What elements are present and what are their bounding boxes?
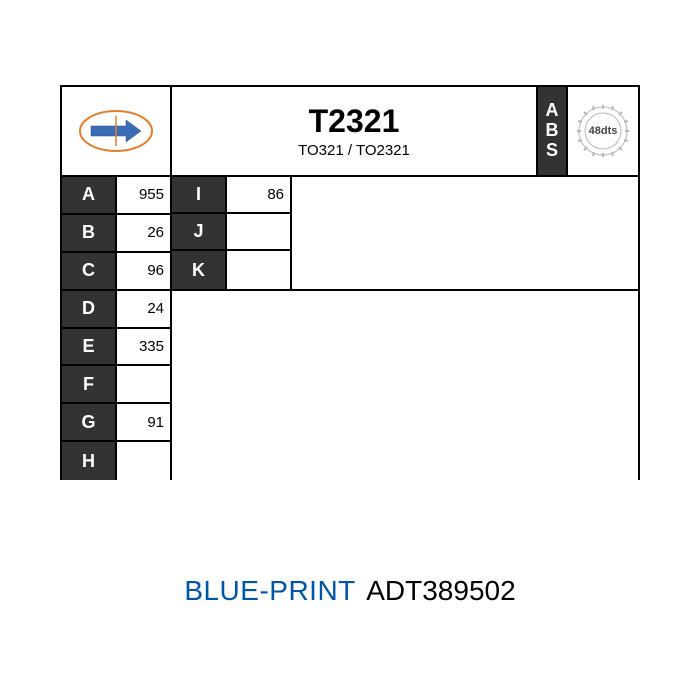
- spec-values-left: 955 26 96 24 335 91: [117, 177, 172, 480]
- spec-value: 91: [117, 404, 170, 442]
- body-row: A B C D E F G H 955 26 96 24 335 91 I J: [62, 177, 638, 480]
- part-number: T2321: [309, 103, 400, 140]
- brand-logo-icon: [76, 106, 156, 156]
- spec-value: 86: [227, 177, 290, 214]
- abs-letter: S: [546, 141, 558, 161]
- right-block: I J K 86 A: [172, 177, 638, 480]
- spec-value: [117, 442, 170, 480]
- spec-value: [227, 214, 290, 251]
- abs-badge: A B S: [538, 87, 568, 175]
- spec-value: 24: [117, 291, 170, 329]
- abs-letter: A: [546, 101, 559, 121]
- spec-value: [117, 366, 170, 404]
- title-cell: T2321 TO321 / TO2321: [172, 87, 538, 175]
- spec-key: H: [62, 442, 115, 480]
- footer-brand: BLUE-PRINT: [184, 575, 355, 606]
- spec-key: C: [62, 253, 115, 291]
- spec-card: T2321 TO321 / TO2321 A B S: [60, 85, 640, 480]
- gear-teeth-label: 48dts: [589, 125, 618, 137]
- spec-value: 955: [117, 177, 170, 215]
- spec-key: K: [172, 251, 225, 288]
- spec-value: 335: [117, 329, 170, 367]
- spec-value: [227, 251, 290, 288]
- spec-key: B: [62, 215, 115, 253]
- cross-reference: TO321 / TO2321: [298, 142, 410, 159]
- gear-cell: 48dts: [568, 87, 638, 175]
- spec-right-rows: I J K 86: [172, 177, 638, 291]
- spec-key: E: [62, 329, 115, 367]
- spec-value: 96: [117, 253, 170, 291]
- spec-keys-left: A B C D E F G H: [62, 177, 117, 480]
- header-row: T2321 TO321 / TO2321 A B S: [62, 87, 638, 177]
- abs-letter: B: [546, 121, 559, 141]
- footer: BLUE-PRINT ADT389502: [0, 575, 700, 607]
- spec-key: F: [62, 366, 115, 404]
- spec-key: A: [62, 177, 115, 215]
- logo-cell: [62, 87, 172, 175]
- spec-value: 26: [117, 215, 170, 253]
- footer-part-number: ADT389502: [366, 575, 515, 606]
- spec-key: I: [172, 177, 225, 214]
- spec-key: D: [62, 291, 115, 329]
- spec-key: G: [62, 404, 115, 442]
- spec-key: J: [172, 214, 225, 251]
